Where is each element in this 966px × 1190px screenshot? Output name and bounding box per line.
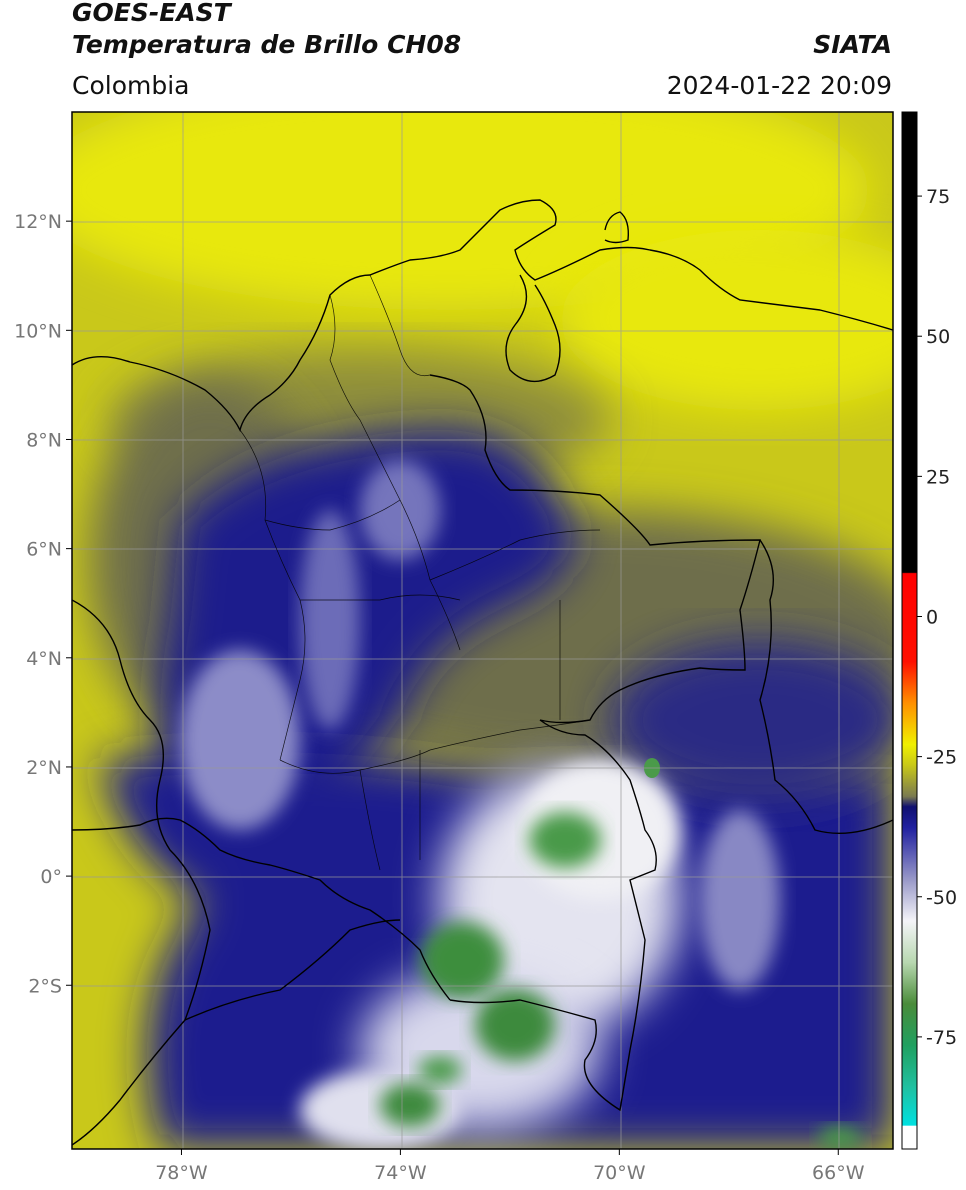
lon-tick-label: 78°W [155,1162,208,1184]
venezuela-border [429,374,761,724]
departments [239,274,601,871]
pacific-coastline [72,599,211,1146]
venezuela-coast-east [759,539,893,834]
organization-label: SIATA [813,30,892,59]
lat-tick-label: 6°N [26,539,62,561]
colorbar-tick-label: 0 [926,606,938,628]
lat-tick-label: 12°N [14,211,62,233]
lon-tick-label: 66°W [812,1162,865,1184]
colorbar-tick-label: -75 [926,1027,957,1049]
maracaibo-lake [505,274,561,383]
region-label: Colombia [72,71,190,100]
lat-tick-label: 2°S [28,975,62,997]
lon-tick-label: 74°W [374,1162,427,1184]
colorbar-tick-label: -50 [926,887,957,909]
colorbar [901,111,918,1150]
colorbar-tick-label: -25 [926,747,957,769]
brightness-temperature-field [72,112,893,1149]
lat-tick-label: 0° [40,866,62,888]
product-title: Temperatura de Brillo CH08 [72,30,462,59]
longitude-labels: 78°W 74°W 70°W 66°W [155,1149,865,1184]
datetime-label: 2024-01-22 20:09 [666,71,892,100]
brazil-border [449,719,657,1112]
latitude-labels: 12°N 10°N 8°N 6°N 4°N 2°N 0° 2°S [14,211,72,997]
lat-tick-label: 10°N [14,320,62,342]
colorbar-ticks: 75 50 25 0 -25 -50 -75 [917,186,957,1049]
lat-tick-label: 2°N [26,757,62,779]
borders [72,199,893,1146]
colorbar-tick-label: 75 [926,186,950,208]
colorbar-tick-label: 50 [926,326,950,348]
map-frame [71,111,894,1150]
peru-ecuador-border [72,817,451,1001]
lon-tick-label: 70°W [593,1162,646,1184]
paraguana [604,211,630,244]
lat-tick-label: 8°N [26,429,62,451]
colorbar-tick-label: 25 [926,466,950,488]
peru-border-south [184,919,401,1021]
gridlines [72,112,893,1149]
caribbean-coastline [72,199,893,433]
lat-tick-label: 4°N [26,648,62,670]
satellite-title: GOES-EAST [72,0,231,27]
